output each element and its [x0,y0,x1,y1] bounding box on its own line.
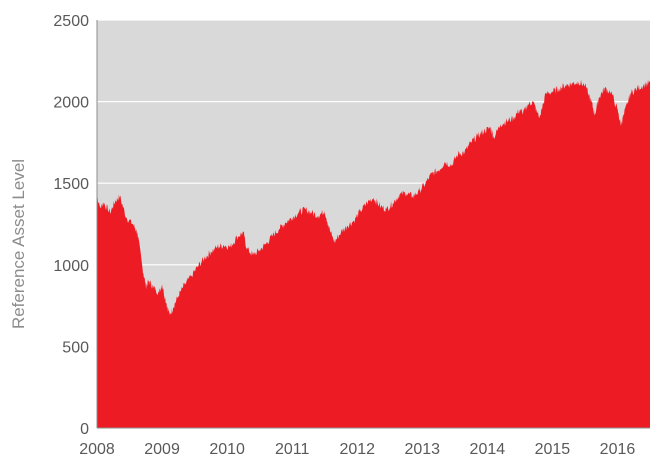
reference-asset-area [97,79,650,428]
x-tick-label: 2011 [275,441,310,458]
y-tick-label: 1000 [53,258,89,275]
x-tick-label: 2012 [339,441,375,458]
x-tick-label: 2009 [144,441,180,458]
x-tick-label: 2014 [470,441,506,458]
y-axis-title: Reference Asset Level [9,159,28,329]
x-tick-label: 2010 [209,441,245,458]
y-tick-label: 500 [62,339,89,356]
x-tick-label: 2015 [535,441,571,458]
x-tick-label: 2008 [79,441,115,458]
y-tick-label: 1500 [53,176,89,193]
x-tick-label: 2013 [404,441,440,458]
y-tick-label: 2500 [53,13,89,30]
axes [96,20,650,429]
y-tick-label: 2000 [53,95,89,112]
y-tick-label: 0 [80,421,89,438]
y-tick-labels: 0 500 1000 1500 2000 2500 [53,13,89,438]
x-tick-labels: 2008 2009 2010 2011 2012 2013 2014 2015 2016 [79,441,635,458]
x-tick-label: 2016 [600,441,636,458]
